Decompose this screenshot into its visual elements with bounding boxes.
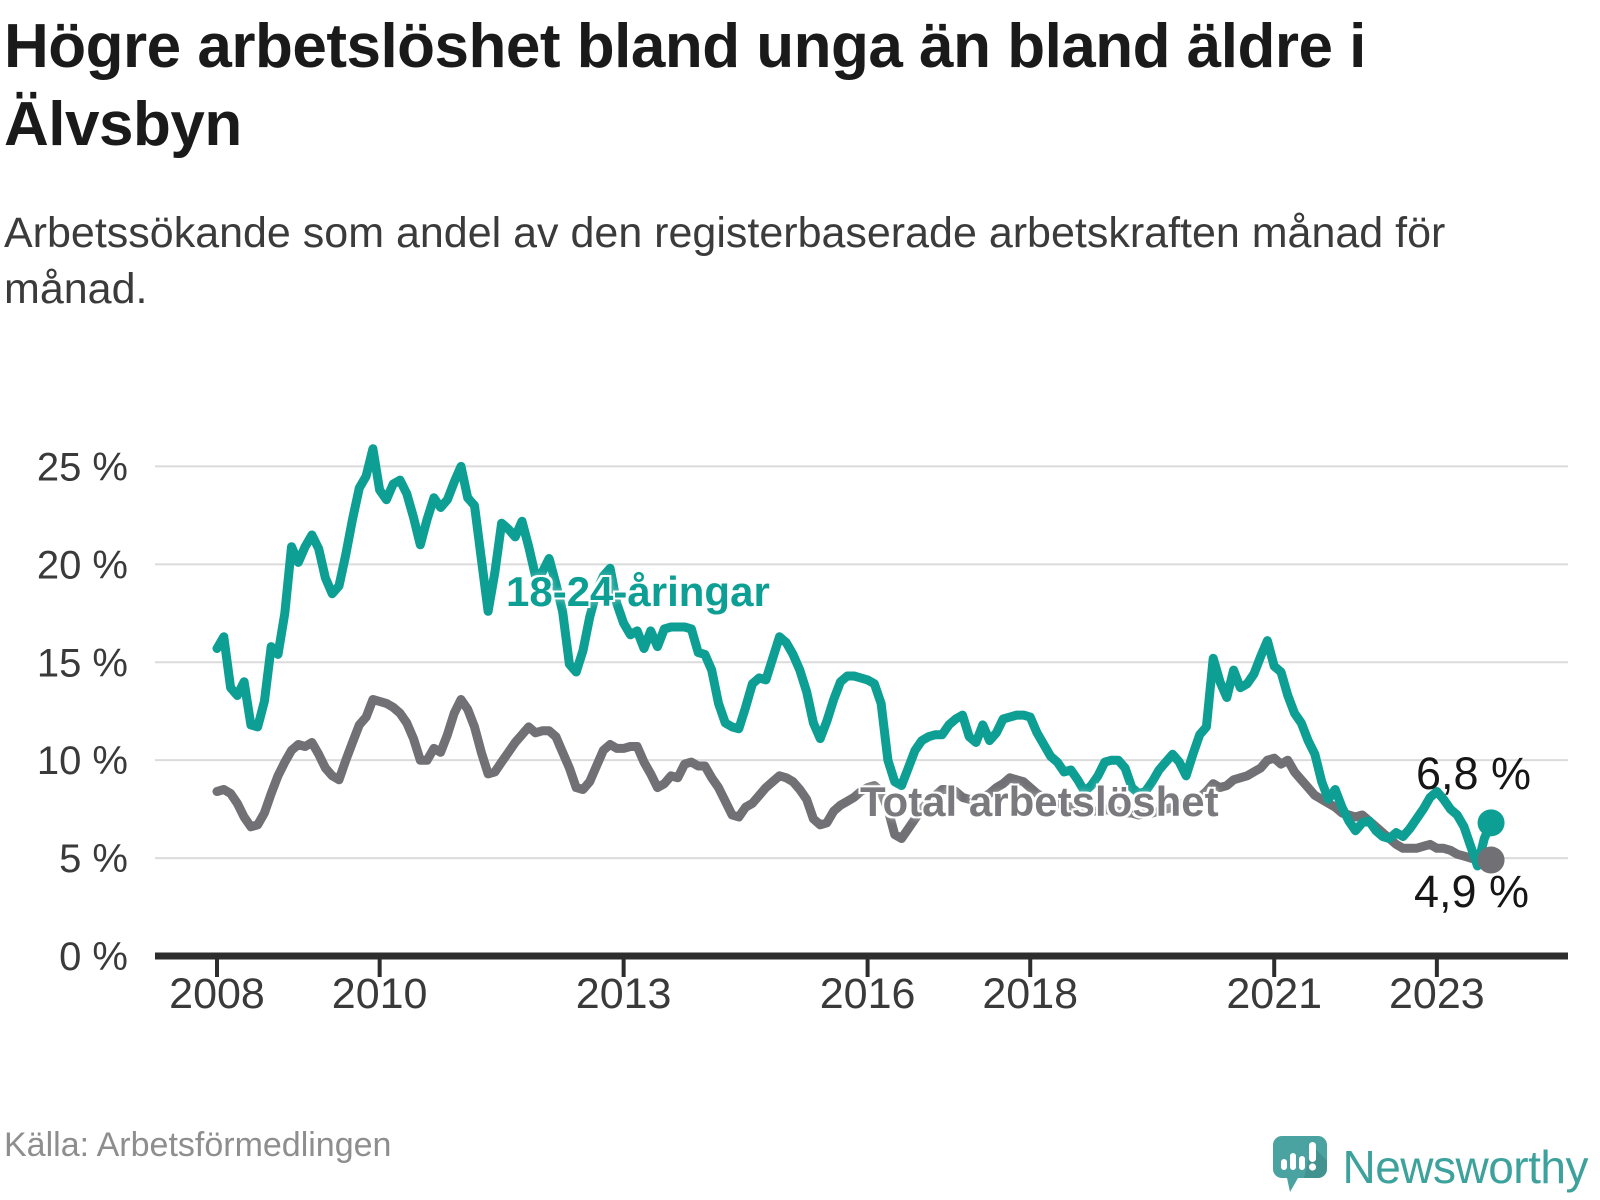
end-value-label-total: 4,9 % — [1414, 866, 1530, 917]
series-label-young: 18-24-åringar — [506, 568, 770, 615]
x-axis-tick-label: 2018 — [982, 970, 1078, 1018]
x-axis-tick-label: 2023 — [1389, 970, 1485, 1018]
newsworthy-logo-icon — [1273, 1136, 1328, 1192]
page-title: Högre arbetslöshet bland unga än bland ä… — [4, 12, 1366, 160]
y-axis-tick-label: 5 % — [59, 837, 128, 881]
series-label-total: Total arbetslöshet — [860, 778, 1219, 825]
series-line-total — [212, 695, 1496, 865]
y-axis-tick-label: 20 % — [37, 543, 128, 587]
source-text: Källa: Arbetsförmedlingen — [4, 1126, 392, 1164]
x-axis-tick-label: 2013 — [576, 970, 672, 1018]
end-dot-young — [1477, 809, 1505, 837]
brand-name: Newsworthy — [1342, 1141, 1588, 1193]
y-axis-tick-label: 25 % — [37, 445, 128, 489]
series-line-young — [212, 444, 1496, 871]
page-subtitle: Arbetssökande som andel av den registerb… — [4, 209, 1446, 313]
y-axis-tick-label: 10 % — [37, 739, 128, 783]
x-axis-tick-label: 2016 — [820, 970, 916, 1018]
newsworthy-logo: Newsworthy — [1272, 1134, 1600, 1200]
x-axis-tick-label: 2010 — [332, 970, 428, 1018]
end-value-label-young: 6,8 % — [1416, 748, 1532, 799]
y-axis-tick-label: 15 % — [37, 641, 128, 685]
x-axis-tick-label: 2021 — [1226, 970, 1322, 1018]
y-axis-tick-label: 0 % — [59, 935, 128, 979]
x-axis-tick-label: 2008 — [169, 970, 265, 1018]
end-dot-total — [1477, 846, 1505, 874]
